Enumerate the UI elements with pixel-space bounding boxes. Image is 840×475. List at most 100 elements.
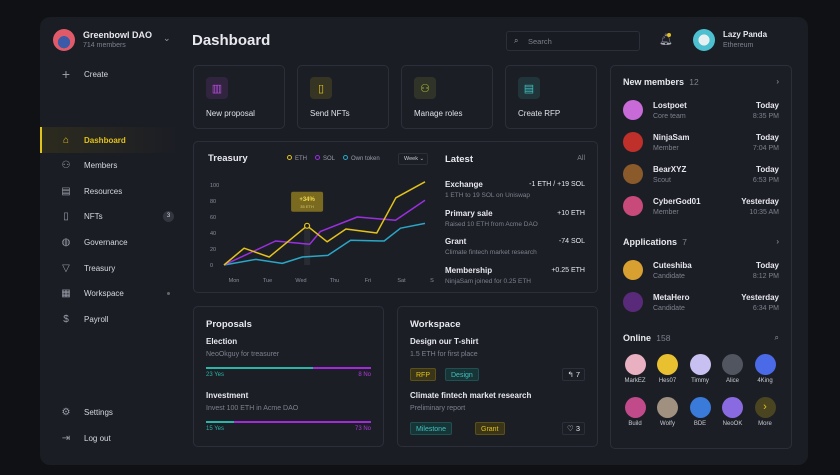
avatar <box>623 100 643 120</box>
range-select[interactable]: Week ⌄ <box>398 153 428 165</box>
new-members-header[interactable]: New members 12 › <box>623 77 779 87</box>
org-switcher[interactable]: Greenbowl DAO 714 members ⌄ <box>53 29 178 53</box>
org-avatar <box>53 29 75 51</box>
legend-item[interactable]: Own token <box>343 155 380 162</box>
tag-design[interactable]: Design <box>445 368 479 381</box>
x-tick-label: Tue <box>263 278 272 284</box>
member-row[interactable]: MetaHero Candidate Yesterday 6:34 PM <box>623 292 779 322</box>
sidebar-item-resources[interactable]: ▤ Resources <box>61 185 123 197</box>
user-menu[interactable]: Lazy Panda Ethereum <box>693 29 803 53</box>
logout-button[interactable]: ⇥ Log out <box>61 432 111 444</box>
online-user[interactable]: Alice <box>718 354 748 384</box>
diamond-icon: ▽ <box>62 262 70 274</box>
legend-item[interactable]: SOL <box>315 155 335 162</box>
quick-action-new-proposal[interactable]: ▥ New proposal <box>193 65 285 129</box>
yes-count: 23 Yes <box>206 372 225 378</box>
sidebar-item-governance[interactable]: ◍ Governance <box>61 236 128 248</box>
member-row[interactable]: NinjaSam Member Today 7:04 PM <box>623 132 779 162</box>
online-user[interactable]: MarkEZ <box>620 354 650 384</box>
search-icon[interactable]: ⌕ <box>774 333 779 342</box>
proposal-item[interactable]: Investment Invest 100 ETH in Acme DAO 15… <box>206 391 371 432</box>
online-user[interactable]: Wolfy <box>653 397 683 427</box>
legend-item[interactable]: ETH <box>287 155 307 162</box>
latest-all-link[interactable]: All <box>577 155 585 162</box>
avatar <box>689 354 711 375</box>
y-tick-label: 20 <box>210 247 216 253</box>
tag-rfp[interactable]: RFP <box>410 368 436 381</box>
member-row[interactable]: CyberGod01 Member Yesterday 10:35 AM <box>623 196 779 226</box>
online-user[interactable]: › More <box>750 397 780 427</box>
sidebar-item-dashboard[interactable]: ⌂ Dashboard <box>40 127 178 153</box>
series-line-sol <box>223 199 426 266</box>
applications-header[interactable]: Applications 7 › <box>623 237 779 247</box>
highlight-point[interactable] <box>303 222 311 229</box>
x-tick-label: Sun <box>430 278 434 284</box>
heart-icon-counter[interactable]: ♡ 3 <box>562 422 585 435</box>
heart-icon: ♡ <box>567 424 574 433</box>
avatar <box>657 354 678 375</box>
online-user[interactable]: Hes07 <box>653 354 683 384</box>
chart-legend: ETH SOL Own token <box>287 155 380 162</box>
org-name: Greenbowl DAO <box>83 30 153 40</box>
online-user[interactable]: NeoOK <box>718 397 748 427</box>
member-row[interactable]: BearXYZ Scout Today 6:53 PM <box>623 164 779 194</box>
proposals-card: Proposals Election NeoOkguy for treasure… <box>193 306 384 447</box>
treasury-title: Treasury <box>208 153 248 164</box>
sidebar-item-treasury[interactable]: ▽ Treasury <box>40 255 178 281</box>
tooltip-value: +34% <box>299 197 315 203</box>
workspace-item[interactable]: Design our T-shirt 1.5 ETH for first pla… <box>410 337 585 385</box>
proposals-title: Proposals <box>206 319 252 330</box>
series-line-own-token <box>223 222 426 266</box>
avatar <box>624 354 646 375</box>
tag-milestone[interactable]: Milestone <box>410 422 452 435</box>
sidebar-item-workspace[interactable]: ▦ Workspace <box>40 281 178 307</box>
avatar <box>623 196 643 216</box>
tooltip <box>291 191 324 212</box>
x-tick-label: Wed <box>295 278 306 284</box>
tag-grant[interactable]: Grant <box>475 422 505 435</box>
reply-icon-counter[interactable]: ↰ 7 <box>562 368 585 381</box>
avatar <box>623 164 643 184</box>
latest-title: Latest <box>445 154 473 165</box>
settings-button[interactable]: ⚙ Settings <box>61 406 113 418</box>
online-user[interactable]: BDE <box>685 397 715 427</box>
avatar <box>623 292 643 312</box>
proposal-item[interactable]: Election NeoOkguy for treasurer 23 Yes 8… <box>206 337 371 378</box>
workspace-card: Workspace Design our T-shirt 1.5 ETH for… <box>397 306 598 447</box>
community-panel: New members 12 › Lostpoet Core team Today… <box>610 65 792 449</box>
building-icon: ▦ <box>61 288 71 300</box>
workspace-title: Workspace <box>410 319 461 330</box>
sidebar-item-payroll[interactable]: $ Payroll <box>40 306 178 332</box>
quick-action-create-rfp[interactable]: ▤ Create RFP <box>505 65 597 129</box>
online-user[interactable]: 4King <box>750 354 780 384</box>
quick-action-manage-roles[interactable]: ⚇ Manage roles <box>401 65 493 129</box>
page-title: Dashboard <box>192 32 271 49</box>
quick-action-send-nfts[interactable]: ▯ Send NFTs <box>297 65 389 129</box>
bell-icon[interactable]: 🔔︎ <box>659 33 673 46</box>
action-icon: ▯ <box>310 77 332 99</box>
search-input[interactable]: ⌕ Search <box>506 31 640 51</box>
nft-icon: ▯ <box>63 211 69 223</box>
member-row[interactable]: Cuteshiba Candidate Today 8:12 PM <box>623 260 779 290</box>
globe-icon: ◍ <box>61 236 71 248</box>
online-user[interactable]: Build <box>620 397 650 427</box>
org-members: 714 members <box>83 42 126 49</box>
chevron-down-icon: ⌄ <box>163 33 171 43</box>
no-count: 73 No <box>354 426 371 432</box>
sidebar-item-members[interactable]: ⚇ Members <box>61 160 118 172</box>
sidebar-item-nfts[interactable]: ▯ NFTs 3 <box>40 204 178 230</box>
avatar <box>722 397 743 418</box>
online-user[interactable]: Timmy <box>685 354 715 384</box>
workspace-item[interactable]: Climate fintech market research Prelimin… <box>410 391 585 439</box>
vote-bar <box>206 421 371 423</box>
legend-marker-icon <box>343 155 349 160</box>
create-button[interactable]: + Create <box>61 66 109 82</box>
home-icon: ⌂ <box>62 134 70 146</box>
vote-bar <box>206 367 371 369</box>
avatar <box>624 397 646 418</box>
no-count: 8 No <box>358 372 371 378</box>
legend-marker-icon <box>315 155 320 160</box>
yes-count: 15 Yes <box>206 426 225 432</box>
member-row[interactable]: Lostpoet Core team Today 8:35 PM <box>623 100 779 130</box>
avatar <box>623 132 643 152</box>
